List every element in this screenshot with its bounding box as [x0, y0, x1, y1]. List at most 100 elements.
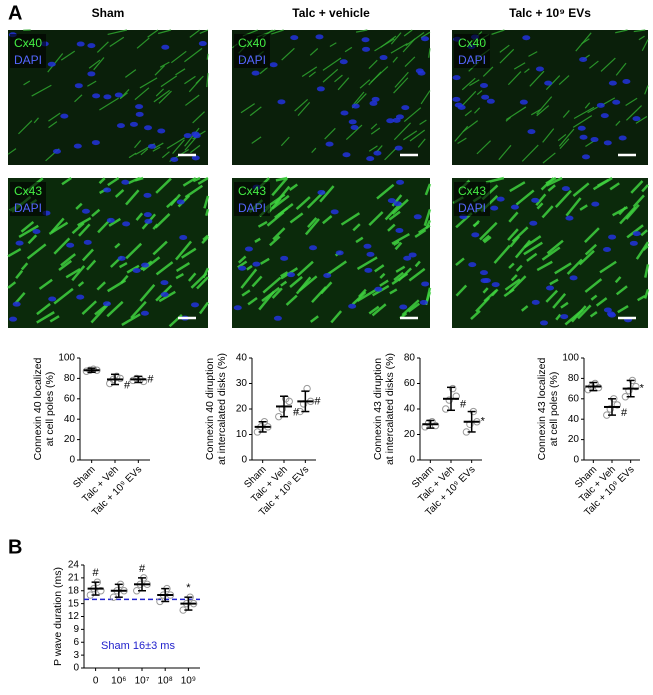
fiber: [147, 29, 159, 38]
nucleus: [351, 103, 360, 109]
fiber: [584, 227, 600, 244]
panel-label: B: [8, 536, 22, 558]
fiber: [261, 286, 281, 302]
fiber: [324, 127, 336, 140]
nucleus: [102, 301, 111, 307]
nucleus: [480, 278, 489, 284]
fiber: [61, 176, 72, 186]
panel-label: A: [8, 2, 22, 24]
nucleus: [76, 294, 85, 300]
fiber: [107, 279, 127, 293]
y-axis-label: at intercalated disks (%): [384, 353, 396, 465]
nucleus: [143, 212, 152, 218]
y-tick-label: 40: [236, 353, 248, 364]
nucleus: [269, 62, 278, 68]
fiber: [428, 48, 431, 58]
fiber: [483, 236, 492, 244]
fiber: [288, 183, 299, 191]
fiber: [81, 248, 94, 262]
fiber: [559, 138, 570, 150]
nucleus: [603, 140, 612, 146]
fiber: [114, 242, 121, 249]
fiber: [644, 264, 650, 278]
fiber: [155, 261, 174, 276]
fiber: [595, 297, 608, 307]
fiber: [599, 260, 617, 274]
fiber: [281, 47, 295, 61]
fiber: [476, 140, 491, 155]
nucleus: [316, 86, 325, 92]
nucleus: [198, 41, 207, 47]
y-tick-label: 21: [68, 573, 80, 584]
nucleus: [479, 82, 488, 88]
nucleus: [191, 155, 200, 161]
nucleus: [408, 252, 417, 258]
nucleus: [233, 305, 242, 311]
nucleus: [577, 125, 586, 131]
fiber: [565, 197, 582, 217]
nucleus: [309, 245, 318, 251]
nucleus: [60, 113, 69, 119]
nucleus: [280, 255, 289, 261]
fiber: [199, 29, 209, 34]
fiber: [184, 184, 204, 199]
fiber: [308, 71, 316, 78]
nucleus: [244, 246, 253, 252]
nucleus: [144, 218, 153, 224]
nucleus: [600, 113, 609, 119]
fiber: [499, 44, 510, 53]
fiber: [407, 302, 421, 313]
fiber: [542, 128, 555, 143]
fiber: [184, 47, 203, 63]
fiber: [169, 193, 181, 207]
fiber: [326, 260, 347, 276]
y-tick-label: 20: [64, 434, 76, 445]
fiber: [546, 176, 563, 187]
fiber: [280, 136, 290, 147]
reference-label: Sham 16±3 ms: [101, 640, 175, 652]
nucleus: [114, 92, 123, 98]
fiber: [320, 281, 333, 295]
fiber: [370, 127, 381, 135]
nucleus: [273, 315, 282, 321]
nucleus: [510, 204, 519, 210]
fiber: [337, 77, 350, 91]
fiber: [514, 239, 531, 259]
fiber: [355, 236, 364, 244]
y-tick-label: 15: [68, 598, 80, 609]
fiber: [609, 182, 620, 191]
nucleus: [590, 137, 599, 143]
fiber: [329, 42, 337, 47]
fiber: [240, 268, 258, 289]
y-tick-label: 80: [568, 373, 580, 384]
y-tick-label: 18: [68, 585, 80, 596]
fiber: [558, 75, 570, 86]
fiber: [572, 182, 590, 197]
fiber: [638, 35, 645, 41]
significance-mark: *: [481, 416, 486, 428]
fiber: [205, 208, 210, 217]
fiber: [529, 70, 545, 87]
fiber: [541, 246, 561, 261]
channel-label: Cx43: [14, 184, 42, 198]
y-tick-label: 0: [241, 455, 247, 466]
y-axis-label: at cell poles (%): [548, 372, 560, 447]
fiber: [536, 96, 553, 115]
channel-label: DAPI: [14, 53, 42, 67]
fiber: [351, 291, 367, 306]
column-title: Talc + 10⁹ EVs: [509, 6, 591, 20]
fiber: [130, 300, 147, 319]
fiber: [75, 202, 83, 210]
y-tick-label: 60: [404, 378, 416, 389]
y-tick-label: 0: [73, 663, 79, 674]
nucleus: [183, 133, 192, 139]
fiber: [374, 264, 385, 273]
nucleus: [413, 214, 422, 220]
fiber: [455, 284, 468, 297]
y-axis-label: at cell poles (%): [44, 372, 56, 447]
fiber: [536, 202, 544, 210]
fiber: [352, 223, 361, 232]
fiber: [125, 242, 143, 260]
fiber: [557, 133, 567, 142]
micrograph: Cx40 DAPI: [452, 29, 649, 165]
